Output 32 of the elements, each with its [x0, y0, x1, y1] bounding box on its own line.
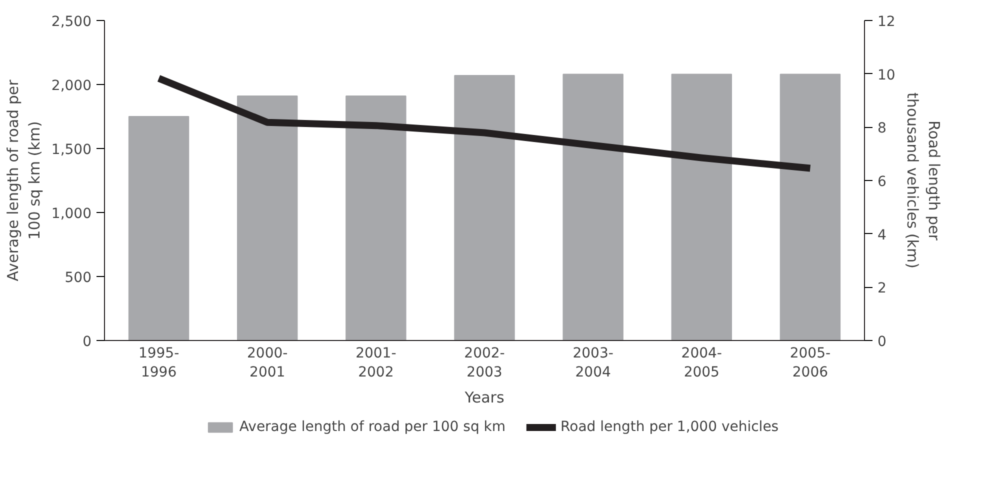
bar: [671, 74, 732, 340]
y2-tick-label: 4: [878, 227, 886, 244]
x-tick-label: 2000- 2001: [247, 346, 288, 381]
x-tick-label: 2002- 2003: [464, 346, 505, 381]
x-tick-label: 2004- 2005: [681, 346, 722, 381]
bar: [346, 96, 406, 340]
bar: [562, 74, 624, 340]
y-tick-label: 500: [64, 270, 92, 286]
bar: [237, 96, 298, 340]
bar: [128, 116, 190, 340]
y-tick-label: 2,000: [51, 78, 92, 94]
x-tick-label: 2003- 2004: [572, 346, 614, 381]
y-tick-label: 2,500: [51, 14, 92, 30]
y2-tick-label: 0: [878, 334, 886, 350]
y2-tick-label: 6: [878, 174, 886, 190]
x-tick-label: 2005- 2006: [790, 346, 831, 381]
x-tick-label: 1995- 1996: [138, 346, 180, 381]
y-axis-title: Average length of road per 100 sq km (km): [4, 78, 44, 282]
y2-tick-label: 2: [878, 280, 886, 297]
legend-label: Average length of road per 100 sq km: [239, 419, 506, 435]
x-axis-title: Years: [464, 388, 504, 407]
bar: [454, 75, 515, 340]
x-tick-label: 2001- 2002: [356, 346, 396, 381]
legend-label: Road length per 1,000 vehicles: [560, 419, 779, 435]
y-tick-label: 1,000: [51, 206, 92, 222]
y2-tick-label: 8: [878, 120, 886, 137]
y2-tick-label: 12: [878, 14, 896, 30]
y-tick-label: 0: [82, 334, 92, 350]
y-tick-label: 1,500: [51, 142, 92, 158]
y2-axis-title: Road length per thousand vehicles (km): [903, 92, 943, 268]
y2-tick-label: 10: [878, 67, 896, 84]
bar: [780, 74, 841, 340]
